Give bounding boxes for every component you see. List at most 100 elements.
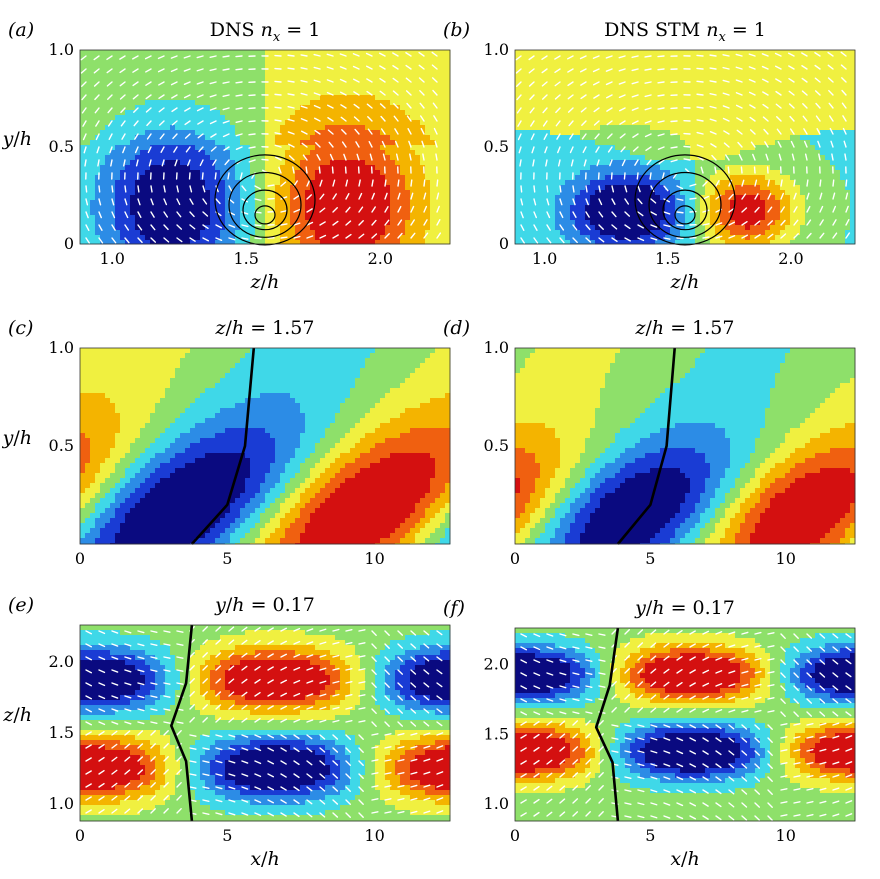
heatmap-cell: [415, 170, 420, 175]
heatmap-cell: [205, 195, 210, 200]
heatmap-cell: [110, 230, 115, 235]
heatmap-cell: [590, 210, 595, 215]
heatmap-cell: [605, 175, 610, 180]
heatmap-cell: [310, 155, 315, 160]
heatmap-cell: [365, 185, 370, 190]
heatmap-cell: [165, 125, 170, 130]
heatmap-cell: [250, 75, 255, 80]
heatmap-cell: [580, 205, 585, 210]
heatmap-cell: [615, 65, 620, 70]
heatmap-cell: [270, 195, 275, 200]
heatmap-cell: [355, 190, 360, 195]
heatmap-cell: [600, 90, 605, 95]
heatmap-cell: [400, 195, 405, 200]
heatmap-cell: [545, 60, 550, 65]
heatmap-cell: [155, 155, 160, 160]
heatmap-cell: [425, 185, 430, 190]
heatmap-cell: [130, 225, 135, 230]
heatmap-cell: [190, 130, 195, 135]
heatmap-cell: [550, 230, 555, 235]
heatmap-cell: [115, 190, 120, 195]
heatmap-cell: [540, 185, 545, 190]
heatmap-cell: [375, 115, 380, 120]
heatmap-cell: [270, 65, 275, 70]
heatmap-cell: [170, 190, 175, 195]
heatmap-cell: [110, 100, 115, 105]
heatmap-cell: [600, 125, 605, 130]
heatmap-cell: [710, 210, 715, 215]
heatmap-cell: [350, 195, 355, 200]
heatmap-cell: [570, 125, 575, 130]
heatmap-cell: [210, 60, 215, 65]
heatmap-cell: [620, 140, 625, 145]
heatmap-cell: [405, 70, 410, 75]
heatmap-cell: [670, 110, 675, 115]
heatmap-cell: [340, 215, 345, 220]
heatmap-cell: [315, 190, 320, 195]
heatmap-cell: [670, 165, 675, 170]
heatmap-cell: [335, 185, 340, 190]
heatmap-cell: [425, 80, 430, 85]
heatmap-cell: [425, 70, 430, 75]
heatmap-cell: [105, 50, 110, 55]
heatmap-cell: [310, 145, 315, 150]
heatmap-cell: [85, 205, 90, 210]
heatmap-cell: [95, 50, 100, 55]
heatmap-cell: [705, 165, 710, 170]
heatmap-cell: [270, 200, 275, 205]
heatmap-cell: [670, 125, 675, 130]
heatmap-cell: [120, 190, 125, 195]
heatmap-cell: [565, 90, 570, 95]
heatmap-cell: [355, 215, 360, 220]
heatmap-cell: [235, 155, 240, 160]
heatmap-cell: [370, 225, 375, 230]
heatmap-cell: [140, 65, 145, 70]
heatmap-cell: [140, 95, 145, 100]
heatmap-cell: [225, 125, 230, 130]
heatmap-cell: [310, 165, 315, 170]
heatmap-cell: [680, 215, 685, 220]
heatmap-cell: [95, 155, 100, 160]
heatmap-cell: [190, 135, 195, 140]
heatmap-cell: [255, 145, 260, 150]
heatmap-cell: [365, 160, 370, 165]
heatmap-cell: [145, 230, 150, 235]
heatmap-cell: [120, 205, 125, 210]
heatmap-cell: [145, 90, 150, 95]
heatmap-cell: [670, 185, 675, 190]
heatmap-cell: [610, 105, 615, 110]
heatmap-cell: [130, 235, 135, 240]
heatmap-cell: [545, 115, 550, 120]
heatmap-cell: [280, 160, 285, 165]
heatmap-cell: [255, 120, 260, 125]
heatmap-cell: [275, 125, 280, 130]
heatmap-cell: [320, 100, 325, 105]
heatmap-cell: [140, 85, 145, 90]
heatmap-cell: [210, 155, 215, 160]
heatmap-cell: [605, 205, 610, 210]
heatmap-cell: [275, 210, 280, 215]
heatmap-cell: [435, 225, 440, 230]
heatmap-cell: [325, 210, 330, 215]
heatmap-cell: [300, 160, 305, 165]
heatmap-cell: [230, 65, 235, 70]
heatmap-cell: [695, 60, 700, 65]
heatmap-cell: [645, 70, 650, 75]
heatmap-cell: [625, 50, 630, 55]
heatmap-cell: [710, 230, 715, 235]
heatmap-cell: [710, 175, 715, 180]
heatmap-cell: [260, 70, 265, 75]
heatmap-cell: [255, 55, 260, 60]
heatmap-cell: [430, 145, 435, 150]
heatmap-cell: [370, 60, 375, 65]
heatmap-cell: [580, 130, 585, 135]
heatmap-cell: [615, 90, 620, 95]
heatmap-cell: [280, 140, 285, 145]
velocity-arrow: [249, 134, 255, 135]
heatmap-cell: [390, 150, 395, 155]
heatmap-cell: [390, 225, 395, 230]
heatmap-cell: [410, 175, 415, 180]
heatmap-cell: [240, 115, 245, 120]
heatmap-cell: [575, 200, 580, 205]
heatmap-cell: [160, 60, 165, 65]
